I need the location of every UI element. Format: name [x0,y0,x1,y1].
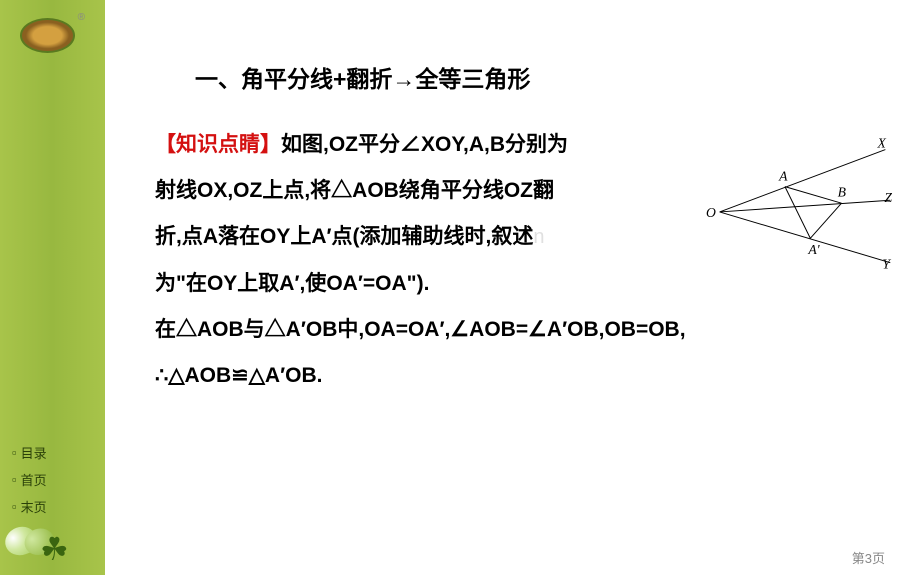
heart-icon [1,522,41,559]
svg-text:O: O [706,205,716,220]
nav-item-first[interactable]: 首页 [12,466,105,493]
highlight-label: 【知识点睛】 [155,133,281,156]
nav-item-toc[interactable]: 目录 [12,439,105,466]
svg-text:Z: Z [884,190,892,205]
text-line-1: 如图,OZ平分∠XOY,A,B分别为 [281,133,568,156]
text-line-5: 在△AOB与△A′OB中,OA=OA′,∠AOB=∠A′OB,OB=OB, [155,318,686,341]
svg-text:B: B [838,184,847,199]
content-area: 一、角平分线+翻折→全等三角形 【知识点睛】如图,OZ平分∠XOY,A,B分别为… [105,0,920,575]
nav-label: 目录 [21,443,47,462]
svg-text:A': A' [807,242,820,257]
nav-item-last[interactable]: 末页 [12,493,105,520]
clover-icon: ☘ [40,530,85,575]
text-line-2: 射线OX,OZ上点,将△AOB绕角平分线OZ翻 [155,179,554,202]
nav-label: 末页 [21,497,47,516]
diagram-svg: O X Z Y A B A' [705,130,900,290]
text-line-6: ∴△AOB≌△A′OB. [155,364,322,387]
watermark-text: n [533,226,544,248]
geometry-diagram: O X Z Y A B A' [705,130,900,290]
nav-label: 首页 [21,470,47,489]
text-line-4: 为"在OY上取A′,使OA′=OA"). [155,272,429,295]
page-number: 第3页 [852,548,885,567]
svg-text:A: A [778,169,788,184]
section-title: 一、角平分线+翻折→全等三角形 [195,60,900,94]
svg-text:Y: Y [882,257,891,272]
svg-text:X: X [877,136,887,151]
sidebar: 目录 首页 末页 ☘ [0,0,105,575]
bottom-decoration: ☘ [0,525,100,575]
logo [10,10,85,60]
logo-eye-icon [20,18,75,53]
text-line-3: 折,点A落在OY上A′点(添加辅助线时,叙述 [155,225,533,248]
